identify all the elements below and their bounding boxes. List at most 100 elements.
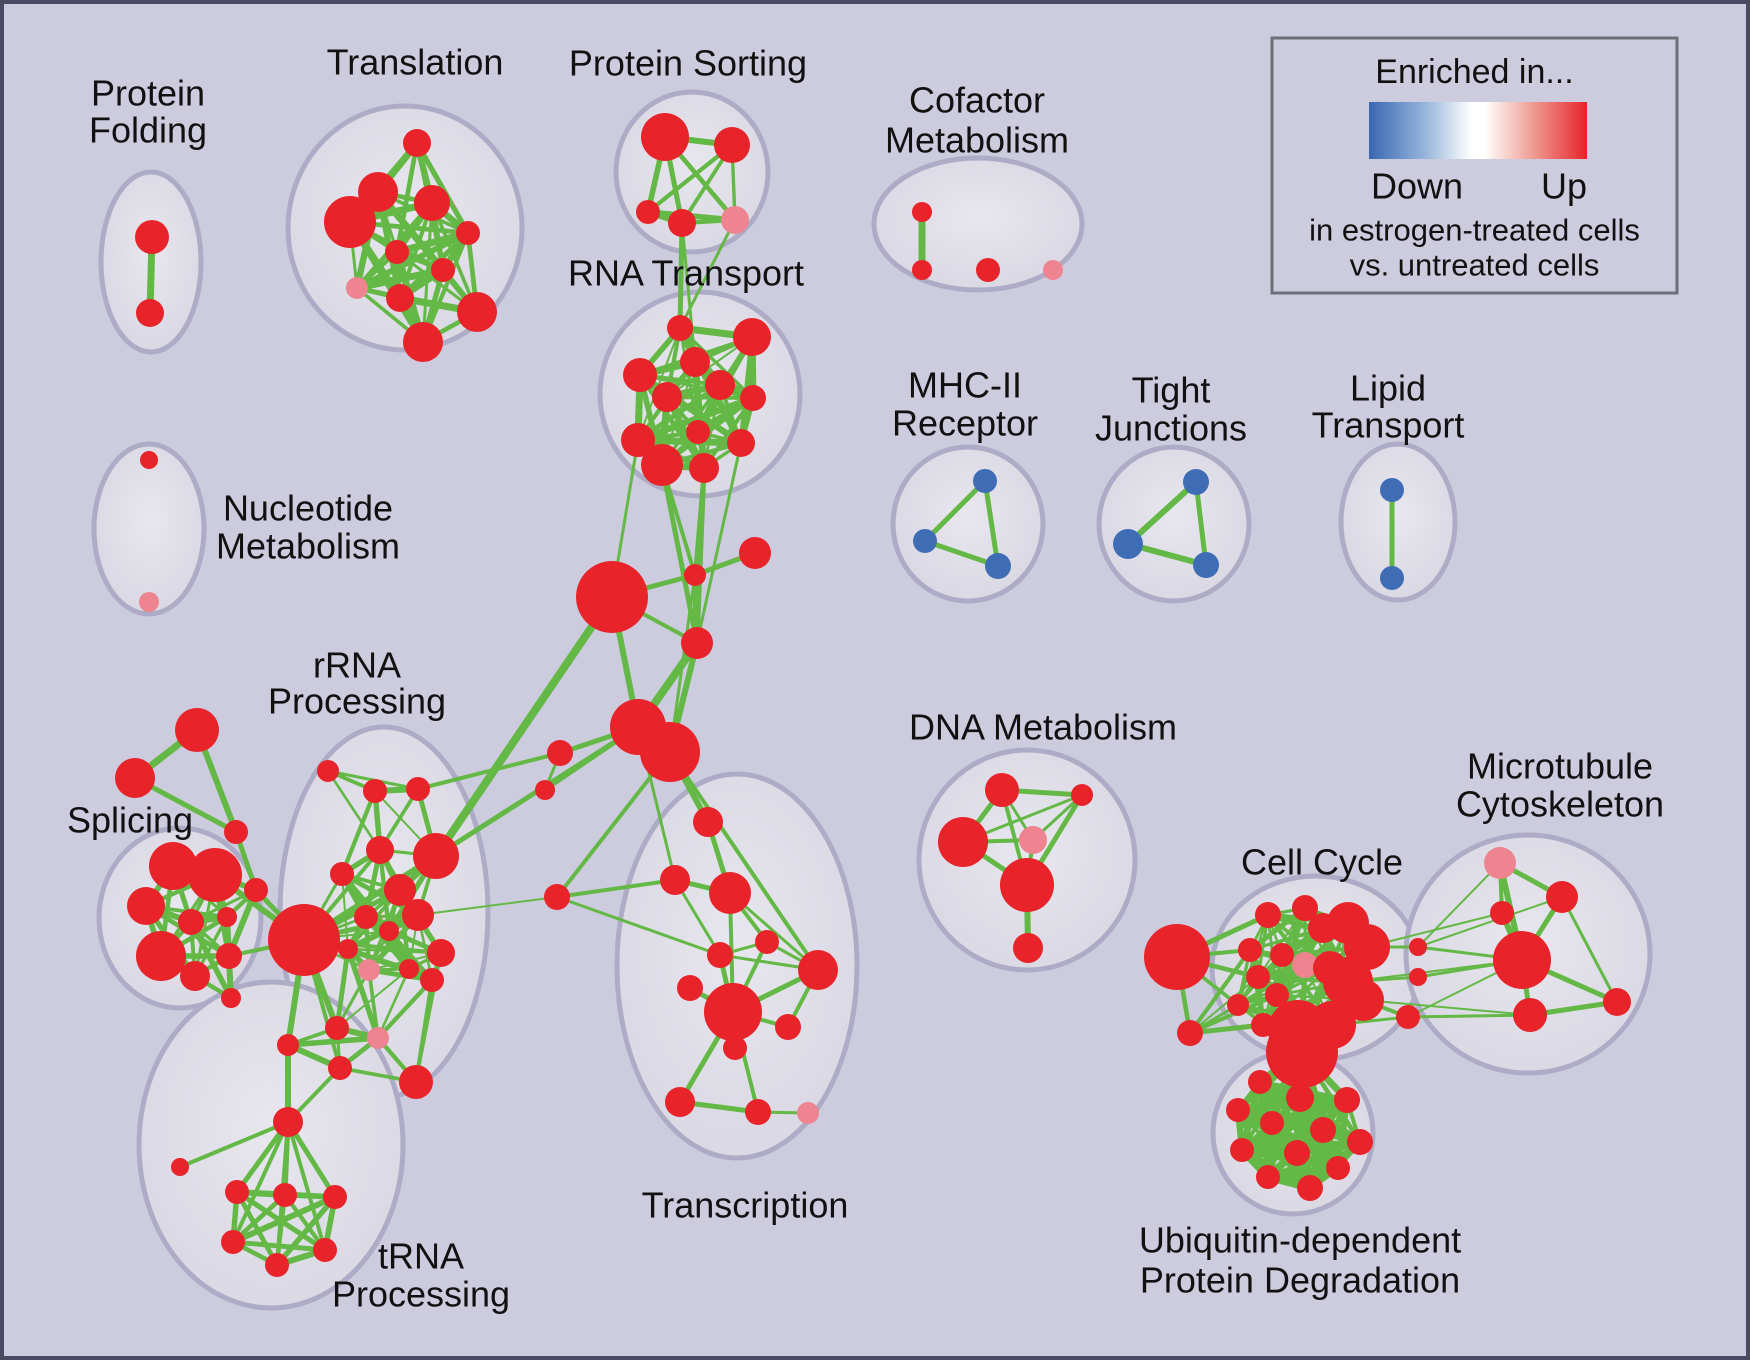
gene-set-node-rt8 [686, 420, 710, 444]
edge-ps4-rt3 [680, 221, 697, 364]
edge-cb3-mt5 [1406, 1013, 1532, 1019]
legend-box [1270, 36, 1679, 295]
edge-cb1-mtP [1417, 862, 1501, 948]
gene-set-node-cc18 [1177, 1020, 1203, 1046]
gene-set-node-mtP [1484, 847, 1516, 879]
gene-set-node-rt6 [652, 382, 682, 412]
gene-set-node-mt4 [1603, 988, 1631, 1016]
gene-set-node-rt2 [733, 318, 771, 356]
gene-set-node-tj1 [1183, 469, 1209, 495]
gene-set-node-dm3 [938, 817, 988, 867]
gene-set-node-rt10 [727, 429, 755, 457]
gene-set-node-pf2 [136, 299, 164, 327]
gene-set-node-ub3 [1334, 1087, 1360, 1113]
gene-set-node-spB [115, 758, 155, 798]
gene-set-node-rt4 [623, 358, 657, 392]
cluster-tight-junctions-ellipse [1096, 444, 1252, 604]
cluster-trna-processing-label-line2: Processing [332, 1274, 510, 1315]
legend-subtitle-line2: vs. untreated cells [1350, 248, 1600, 283]
gene-set-node-tr10 [457, 292, 497, 332]
gene-set-node-ub6 [1310, 1117, 1336, 1143]
cluster-lipid-transport-ellipse [1338, 441, 1458, 603]
gene-set-node-cf2 [912, 260, 932, 280]
gene-set-node-ps3 [636, 200, 660, 224]
gene-set-node-ub4 [1226, 1098, 1250, 1122]
gene-set-node-dm6 [1013, 933, 1043, 963]
edge-cc13-mtC [1347, 959, 1523, 983]
gene-set-node-tn4 [221, 1230, 245, 1254]
gene-set-node-r19 [399, 1065, 433, 1099]
edge-w1-bb2 [555, 750, 672, 899]
gene-set-node-ub9 [1284, 1140, 1310, 1166]
gene-set-node-r18 [328, 1056, 352, 1080]
gene-set-node-tx2 [660, 865, 690, 895]
legend-title: Enriched in... [1375, 53, 1573, 91]
cluster-ubiquitin-degradation-label-line1: Ubiquitin-dependent [1139, 1220, 1461, 1261]
cluster-protein-folding-label-line1: Protein [91, 73, 205, 114]
edge-r3-v1 [416, 751, 562, 791]
gene-set-node-cf1 [912, 202, 932, 222]
cluster-cofactor-metabolism-label-line1: Cofactor [909, 80, 1045, 121]
gene-set-node-tx10 [665, 1087, 695, 1117]
gene-set-node-s10 [221, 988, 241, 1008]
edge-cc3-cc18 [1187, 947, 1253, 1036]
gene-set-node-tr9 [386, 284, 414, 312]
gene-set-node-rt11 [641, 444, 683, 486]
gene-set-node-spA [175, 708, 219, 752]
edge-cc10-cc18 [1189, 976, 1259, 1034]
edge-r13-p2 [376, 967, 411, 1040]
gene-set-node-tr1 [403, 129, 431, 157]
cluster-trna-processing-label-line1: tRNA [378, 1236, 464, 1277]
gene-set-node-tx8 [775, 1014, 801, 1040]
gene-set-node-rt9 [621, 423, 655, 457]
gene-set-node-ub7 [1347, 1129, 1373, 1155]
gene-set-node-nm2 [139, 592, 159, 612]
gene-set-node-s2 [188, 848, 242, 902]
node-layer [115, 113, 1631, 1277]
cluster-cell-cycle-label-line1: Cell Cycle [1241, 842, 1403, 883]
gene-set-node-ps1 [641, 113, 689, 161]
cluster-splicing-label-line1: Splicing [67, 800, 193, 841]
legend-subtitle-line1: in estrogen-treated cells [1309, 213, 1640, 248]
gene-set-node-w1 [544, 884, 570, 910]
edge-w1-tx4 [555, 895, 722, 957]
gene-set-node-tr5 [456, 221, 480, 245]
gene-set-node-cc2 [1292, 895, 1318, 921]
legend: Enriched in... Down Up in estrogen-treated … [1270, 36, 1679, 295]
cluster-microtubule-cytoskeleton-label-line1: Microtubule [1467, 746, 1653, 787]
gene-set-node-cc4 [1270, 943, 1294, 967]
gene-set-node-tr2 [358, 172, 398, 212]
gene-set-node-ps2 [714, 127, 750, 163]
gene-set-node-tx5 [755, 930, 779, 954]
gene-set-node-tx7 [677, 975, 703, 1001]
cluster-rrna-processing-label-line1: rRNA [313, 645, 401, 686]
edge-r15-r16 [334, 946, 351, 1031]
gene-set-node-lt1 [1380, 478, 1404, 502]
gene-set-node-r8 [379, 921, 399, 941]
gene-set-node-rt5 [705, 370, 735, 400]
edge-rt4-rt7 [638, 373, 755, 400]
gene-set-node-mtC [1493, 931, 1551, 989]
gene-set-node-r1 [317, 760, 339, 782]
edge-mt1-mt4 [1560, 895, 1619, 1004]
gene-set-node-r9 [402, 899, 434, 931]
gene-set-node-cb1 [1409, 938, 1427, 956]
gene-set-node-bb2 [640, 722, 700, 782]
gene-set-node-tr11 [403, 322, 443, 362]
gene-set-node-tx1 [693, 807, 723, 837]
gene-set-node-cf3 [976, 258, 1000, 282]
legend-down-label: Down [1371, 166, 1463, 207]
cluster-lipid-transport-label-line1: Lipid [1350, 368, 1426, 409]
edge-rt11-b4 [659, 462, 700, 646]
gene-set-node-mh1 [973, 469, 997, 493]
edge-rt10-b4 [695, 441, 743, 645]
cluster-protein-folding-label-line2: Folding [89, 110, 207, 151]
gene-set-node-cf4 [1043, 260, 1063, 280]
edge-rt7-rt9 [634, 394, 757, 444]
edge-ps4-rt1 [677, 220, 685, 331]
gene-set-node-r13 [399, 959, 419, 979]
gene-set-node-tnL [171, 1158, 189, 1176]
gene-set-node-cb3 [1396, 1005, 1420, 1029]
cluster-lipid-transport-label-line2: Transport [1312, 405, 1465, 446]
